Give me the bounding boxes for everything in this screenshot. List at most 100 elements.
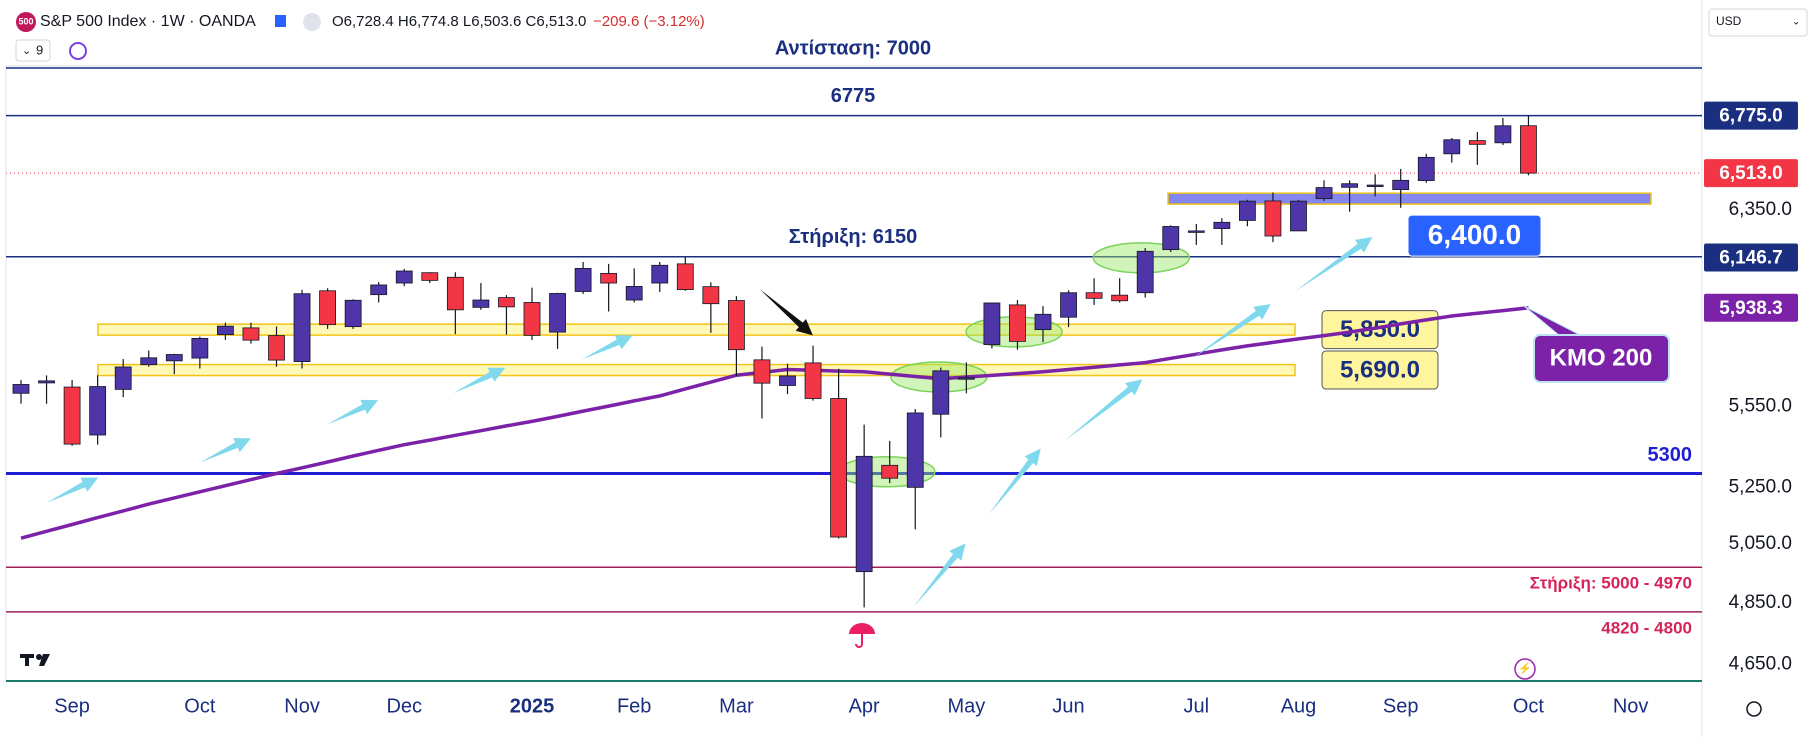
annotation-arrow bbox=[200, 438, 251, 463]
candle-body bbox=[1341, 183, 1358, 188]
candle-body bbox=[753, 359, 771, 384]
candle-body bbox=[1187, 230, 1205, 233]
zone-label: 5,690.0 bbox=[1340, 356, 1420, 383]
candle-body bbox=[549, 293, 566, 333]
price-tag-label: 6,513.0 bbox=[1719, 163, 1782, 184]
x-tick-label: May bbox=[947, 695, 985, 717]
annotation-arrow bbox=[1064, 379, 1143, 441]
candle-body bbox=[855, 455, 873, 573]
candle-body bbox=[268, 335, 285, 361]
candle-body bbox=[881, 464, 899, 479]
currency-label: USD bbox=[1716, 14, 1742, 28]
y-tick-label: 4,850.0 bbox=[1729, 592, 1792, 613]
price-tag-label: 5,938.3 bbox=[1719, 298, 1782, 319]
x-tick-label: 2025 bbox=[510, 695, 555, 717]
x-tick-label: Nov bbox=[1613, 695, 1649, 717]
symbol-icon-text: 500 bbox=[18, 16, 33, 26]
level-label: 6775 bbox=[831, 85, 876, 107]
candle-body bbox=[983, 302, 1001, 346]
zone bbox=[97, 323, 1296, 336]
zone-label-box bbox=[1407, 214, 1542, 257]
annotation-arrow bbox=[759, 289, 813, 336]
candle-body bbox=[498, 297, 515, 308]
candle-body bbox=[140, 357, 158, 366]
price-tag-label: 6,146.7 bbox=[1719, 248, 1782, 269]
candle-body bbox=[1213, 221, 1231, 229]
annotation-arrow bbox=[46, 477, 99, 503]
x-tick-label: Nov bbox=[284, 695, 320, 717]
ma-line bbox=[20, 306, 1529, 540]
candle-body bbox=[165, 354, 183, 362]
tv-logo bbox=[20, 654, 50, 666]
umbrella-handle bbox=[855, 634, 863, 648]
candle-body bbox=[1290, 200, 1307, 232]
level-label: Στήριξη: 6150 bbox=[789, 226, 918, 248]
candle-body bbox=[1392, 179, 1410, 190]
annotation-arrow bbox=[913, 543, 966, 608]
x-tick-label: Jul bbox=[1184, 695, 1210, 717]
sync-icon[interactable] bbox=[69, 42, 87, 60]
annotation-arrow bbox=[1295, 237, 1373, 292]
currency-select[interactable] bbox=[1708, 8, 1808, 37]
umbrella-icon bbox=[849, 623, 875, 648]
price-tag bbox=[1704, 243, 1798, 272]
candle-body bbox=[1520, 125, 1537, 174]
annotation-arrow bbox=[1192, 304, 1271, 359]
candle-body bbox=[1085, 292, 1103, 299]
indicator-toggle[interactable] bbox=[15, 39, 51, 62]
level-label: Αντίσταση: 7000 bbox=[775, 37, 931, 59]
candle-body bbox=[957, 377, 975, 380]
x-tick-label: Dec bbox=[386, 695, 422, 717]
candle-body bbox=[38, 380, 55, 384]
candle-body bbox=[523, 302, 541, 336]
candle-body bbox=[370, 284, 388, 296]
candle-body bbox=[293, 293, 311, 363]
y-tick-label: 5,550.0 bbox=[1729, 395, 1792, 416]
candle-body bbox=[1111, 294, 1129, 302]
candle-body bbox=[1366, 184, 1384, 187]
symbol-title[interactable]: S&P 500 Index · 1W · OANDA bbox=[40, 13, 256, 30]
umbrella-top bbox=[849, 623, 875, 634]
zone-label-box bbox=[1321, 310, 1439, 350]
x-tick-label: Oct bbox=[1513, 695, 1545, 717]
candle-body bbox=[216, 325, 234, 336]
x-tick-label: Apr bbox=[849, 695, 880, 717]
y-tick-label: 4,650.0 bbox=[1729, 653, 1792, 674]
indicator-count: 9 bbox=[36, 42, 43, 57]
currency-chevron: ⌄ bbox=[1792, 17, 1800, 28]
settings-icon[interactable] bbox=[1746, 701, 1762, 717]
annotation-arrow bbox=[581, 335, 633, 360]
candle-body bbox=[932, 370, 950, 415]
zone-label-box bbox=[1321, 350, 1439, 390]
candle-body bbox=[651, 264, 669, 284]
candle-body bbox=[63, 386, 81, 445]
tv-logo-part bbox=[36, 654, 42, 660]
candle-body bbox=[12, 384, 30, 394]
chevron: ⌄ bbox=[22, 45, 31, 57]
level-label: 5300 bbox=[1648, 444, 1693, 466]
symbol-icon bbox=[16, 12, 36, 32]
candle-body bbox=[804, 362, 822, 399]
candle-body bbox=[906, 412, 924, 488]
ohlc-values: O6,728.4 H6,774.8 L6,503.6 C6,513.0 bbox=[332, 13, 586, 30]
candle-body bbox=[728, 300, 745, 351]
event-icon[interactable] bbox=[1514, 658, 1536, 680]
level-label: 4820 - 4800 bbox=[1601, 618, 1692, 637]
ma-label-box bbox=[1533, 334, 1670, 383]
x-tick-label: Jun bbox=[1052, 695, 1084, 717]
candle-body bbox=[625, 286, 643, 301]
zone-label: 6,400.0 bbox=[1428, 219, 1521, 250]
zone bbox=[97, 363, 1296, 377]
ma-label: ΚΜΟ 200 bbox=[1550, 344, 1653, 371]
candle-body bbox=[830, 398, 847, 538]
candle-body bbox=[191, 337, 209, 359]
candle-body bbox=[1239, 200, 1256, 221]
candle-body bbox=[1034, 313, 1052, 331]
candle-body bbox=[344, 299, 362, 328]
candle-body bbox=[1264, 200, 1282, 237]
candle-body bbox=[676, 263, 694, 290]
x-tick-label: Aug bbox=[1281, 695, 1317, 717]
candle-body bbox=[1443, 139, 1461, 155]
price-change: −209.6 (−3.12%) bbox=[593, 13, 705, 30]
tv-logo-part bbox=[25, 654, 29, 666]
